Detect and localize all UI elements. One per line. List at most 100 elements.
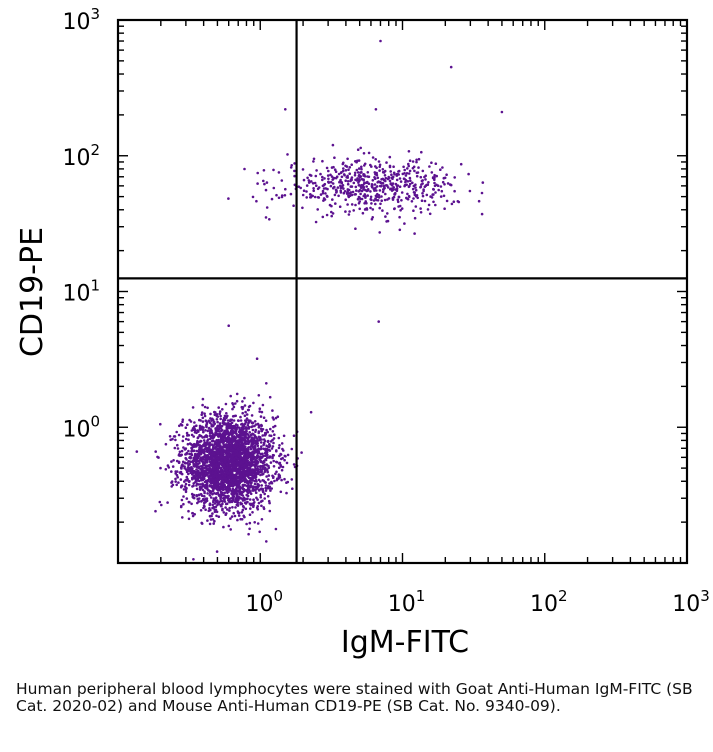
data-point (199, 456, 202, 460)
data-point (243, 474, 247, 478)
data-point (374, 108, 378, 111)
data-point (237, 469, 241, 473)
data-point (242, 423, 245, 427)
data-point (425, 193, 429, 197)
data-point (226, 419, 230, 422)
data-point (264, 216, 268, 219)
data-point (265, 475, 268, 478)
data-point (413, 193, 417, 197)
data-point (377, 320, 381, 323)
data-point (185, 458, 188, 461)
y-tick-label: 100 (62, 412, 100, 442)
data-point (243, 463, 247, 467)
data-point (195, 449, 199, 453)
data-point (382, 184, 386, 188)
data-point (327, 169, 330, 173)
data-point (243, 396, 246, 400)
data-point (201, 403, 204, 407)
data-point (253, 485, 257, 489)
x-tick-label: 101 (388, 587, 426, 617)
data-point (248, 502, 252, 506)
data-point (289, 166, 293, 169)
data-point (292, 434, 296, 438)
data-point (244, 442, 248, 446)
data-point (256, 444, 260, 448)
data-point (220, 424, 224, 428)
data-point (192, 463, 196, 467)
data-point (348, 166, 352, 169)
data-point (199, 425, 203, 429)
data-point (245, 417, 249, 420)
data-point (240, 502, 244, 506)
data-point (204, 483, 207, 487)
data-point (199, 509, 203, 512)
data-point (374, 158, 378, 161)
data-point (216, 429, 219, 433)
data-point (408, 169, 412, 173)
data-point (240, 478, 243, 482)
data-point (337, 172, 341, 176)
data-point (415, 174, 419, 178)
data-point (187, 434, 191, 437)
data-point (215, 501, 219, 504)
data-point (174, 470, 177, 473)
data-point (274, 527, 278, 531)
data-point (348, 172, 352, 175)
data-point (280, 194, 284, 197)
data-point (261, 403, 265, 407)
data-point (201, 416, 205, 420)
data-point (388, 179, 392, 183)
data-point (190, 502, 193, 506)
data-point (348, 210, 351, 213)
data-point (274, 472, 277, 476)
data-point (350, 193, 354, 197)
data-point (341, 169, 345, 173)
data-point (400, 191, 404, 194)
data-point (309, 193, 312, 196)
data-point (402, 165, 405, 169)
data-point (216, 452, 220, 455)
data-point (213, 440, 217, 443)
data-point (181, 420, 184, 424)
data-point (500, 110, 504, 114)
data-point (363, 202, 366, 205)
data-point (215, 510, 219, 514)
data-point (423, 199, 427, 203)
data-point (233, 514, 237, 518)
data-point (351, 190, 355, 194)
data-point (195, 465, 199, 469)
data-point (321, 178, 324, 182)
data-point (184, 437, 188, 441)
data-point (216, 425, 219, 429)
data-point (242, 427, 245, 431)
data-point (219, 494, 222, 497)
data-point (183, 461, 187, 465)
data-point (215, 463, 218, 466)
data-point (392, 186, 395, 189)
data-point (432, 200, 435, 204)
data-point (245, 522, 248, 526)
data-point (386, 198, 389, 201)
data-point (236, 457, 240, 461)
data-point (249, 492, 253, 496)
data-point (251, 421, 254, 425)
data-point (437, 188, 441, 192)
data-point (398, 215, 401, 219)
data-point (267, 478, 270, 481)
data-point (154, 509, 157, 513)
data-point (342, 191, 346, 195)
data-point (208, 494, 212, 497)
data-point (243, 445, 246, 448)
data-point (188, 442, 192, 445)
data-point (244, 507, 248, 511)
data-point (207, 420, 210, 423)
data-point (262, 465, 265, 469)
data-point (215, 445, 218, 449)
data-point (264, 486, 268, 490)
data-point (419, 207, 422, 210)
data-point (222, 525, 225, 529)
data-point (419, 211, 423, 214)
data-point (231, 456, 234, 460)
data-point (228, 433, 231, 437)
data-point (443, 183, 446, 186)
